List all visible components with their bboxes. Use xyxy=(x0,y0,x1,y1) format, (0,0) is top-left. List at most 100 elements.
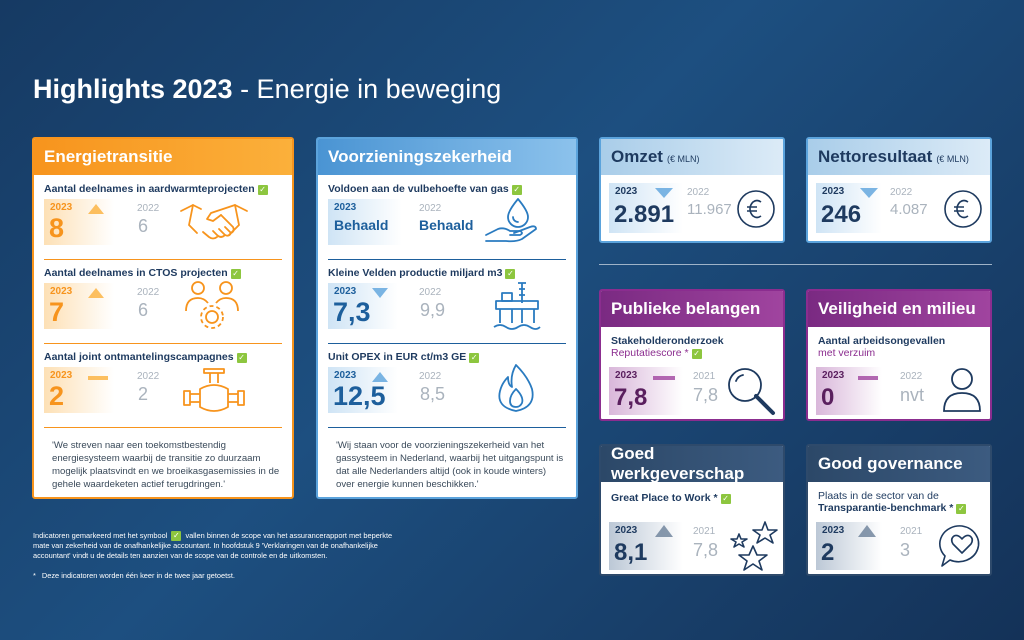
pipe-valve-icon xyxy=(183,368,245,412)
trend-up-icon xyxy=(372,372,388,382)
value-prev: 6 xyxy=(138,300,149,320)
value-now: 7 xyxy=(49,297,65,327)
card-title: Nettoresultaat xyxy=(818,147,933,166)
metric-vulbehoefte: Voldoen aan de vulbehoefte van gas ✓ 2023… xyxy=(328,183,566,263)
oil-platform-icon xyxy=(493,282,541,330)
separator xyxy=(328,343,566,344)
card-header: Voorzieningszekerheid xyxy=(318,139,576,175)
trend-up-icon xyxy=(858,525,876,537)
card-title: Good governance xyxy=(818,454,963,473)
year-prev: 2022 xyxy=(419,203,442,214)
section-divider xyxy=(599,264,992,265)
value-prev: 7,8 xyxy=(693,540,719,560)
value-prev: 3 xyxy=(900,540,911,560)
card-omzet: Omzet (€ MLN) 2023 2.891 2022 11.967 xyxy=(599,137,785,243)
value-now: 8 xyxy=(49,213,65,243)
separator xyxy=(328,259,566,260)
magnifier-icon xyxy=(728,368,775,415)
quote-voorzieningszekerheid: 'Wij staan voor de voorzieningszekerheid… xyxy=(336,440,564,490)
year-now: 2023 xyxy=(822,525,845,536)
value-prev: 7,8 xyxy=(693,385,719,405)
year-now: 2023 xyxy=(50,286,73,297)
separator xyxy=(44,259,282,260)
flame-icon xyxy=(498,364,534,412)
check-icon: ✓ xyxy=(691,349,702,359)
card-goed-werkgeverschap: Goed werkgeverschap Great Place to Work … xyxy=(599,444,785,576)
value-now: 8,1 xyxy=(614,539,648,566)
check-icon: ✓ xyxy=(171,531,182,541)
check-icon: ✓ xyxy=(469,353,480,363)
card-header: Veiligheid en milieu xyxy=(808,291,990,327)
card-title: Omzet xyxy=(611,147,663,166)
year-now: 2023 xyxy=(615,186,638,197)
people-gear-icon xyxy=(185,281,239,329)
check-icon: ✓ xyxy=(505,269,516,279)
trend-equal-icon xyxy=(653,376,675,380)
metric-label: Plaats in de sector van de Transparantie… xyxy=(818,490,967,514)
year-box: 2023 8 xyxy=(44,199,114,245)
metric-label: Great Place to Work * ✓ xyxy=(611,492,731,504)
metric-ctos: Aantal deelnames in CTOS projecten ✓ 2023… xyxy=(44,267,282,347)
value-now: 7,8 xyxy=(614,384,648,411)
card-header: Goed werkgeverschap xyxy=(601,446,783,483)
value-now: 7,3 xyxy=(333,297,371,327)
metric-ontmanteling: Aantal joint ontmantelingscampagnes ✓ 202… xyxy=(44,351,282,431)
year-now: 2023 xyxy=(334,370,357,381)
value-now: 12,5 xyxy=(333,381,386,411)
year-prev: 2022 xyxy=(137,203,160,214)
value-prev: 2 xyxy=(138,384,149,404)
year-prev: 2021 xyxy=(900,526,923,537)
heart-bubble-icon xyxy=(939,525,980,567)
year-now: 2023 xyxy=(50,202,73,213)
card-good-governance: Good governance Plaats in de sector van … xyxy=(806,444,992,576)
footnote-assurance: Indicatoren gemarkeerd met het symbool ✓… xyxy=(33,531,393,560)
card-title: Energietransitie xyxy=(44,147,173,166)
year-box: 2023 2.891 xyxy=(609,183,683,233)
trend-equal-icon xyxy=(858,376,878,380)
metric-label: Unit OPEX in EUR ct/m3 GE ✓ xyxy=(328,351,480,363)
year-prev: 2022 xyxy=(890,187,913,198)
value-prev: 6 xyxy=(138,216,149,236)
footnote-star: * Deze indicatoren worden één keer in de … xyxy=(33,571,235,580)
year-now: 2023 xyxy=(615,525,638,536)
year-prev: 2022 xyxy=(900,371,923,382)
label-bold: Transparantie-benchmark * xyxy=(818,502,954,514)
euro-icon xyxy=(737,190,775,228)
unit-label: (€ MLN) xyxy=(666,153,700,164)
card-title: Voorzieningszekerheid xyxy=(328,147,512,166)
value-prev: 4.087 xyxy=(890,201,928,218)
metric-label: Aantal deelnames in aardwarmteprojecten ✓ xyxy=(44,183,268,195)
card-header: Omzet (€ MLN) xyxy=(601,139,783,175)
quote-energietransitie: 'We streven naar een toekomstbestendig e… xyxy=(52,440,280,490)
euro-icon xyxy=(944,190,982,228)
label-bold: Great Place to Work * xyxy=(611,492,718,504)
year-box: 2023 Behaald xyxy=(328,199,402,245)
metric-label: Stakeholderonderzoek Reputatiescore * ✓ xyxy=(611,335,724,359)
card-energietransitie: Energietransitie Aantal deelnames in aar… xyxy=(32,137,294,499)
trend-up-icon xyxy=(655,525,673,537)
year-prev: 2022 xyxy=(687,187,710,198)
page-title-subtitle: - Energie in beweging xyxy=(240,74,502,104)
check-icon: ✓ xyxy=(511,185,522,195)
year-now: 2023 xyxy=(615,370,638,381)
trend-up-icon xyxy=(88,288,104,298)
year-prev: 2022 xyxy=(137,287,160,298)
label-plain: Reputatiescore * xyxy=(611,347,689,359)
year-prev: 2022 xyxy=(137,371,160,382)
value-prev: 11.967 xyxy=(687,201,732,218)
trend-up-icon xyxy=(88,204,104,214)
year-prev: 2021 xyxy=(693,371,716,382)
separator xyxy=(44,427,282,428)
card-title: Veiligheid en milieu xyxy=(818,299,976,318)
separator xyxy=(44,343,282,344)
year-now: 2023 xyxy=(822,370,845,381)
card-voorzieningszekerheid: Voorzieningszekerheid Voldoen aan de vul… xyxy=(316,137,578,499)
unit-label: (€ MLN) xyxy=(936,153,969,164)
year-box: 2023 12,5 xyxy=(328,367,398,413)
metric-aardwarmte: Aantal deelnames in aardwarmteprojecten ✓… xyxy=(44,183,282,263)
card-publieke-belangen: Publieke belangen Stakeholderonderzoek R… xyxy=(599,289,785,421)
value-now: Behaald xyxy=(334,217,389,233)
metric-label: Kleine Velden productie miljard m3 ✓ xyxy=(328,267,516,279)
person-icon xyxy=(943,368,981,412)
check-icon: ✓ xyxy=(236,353,247,363)
